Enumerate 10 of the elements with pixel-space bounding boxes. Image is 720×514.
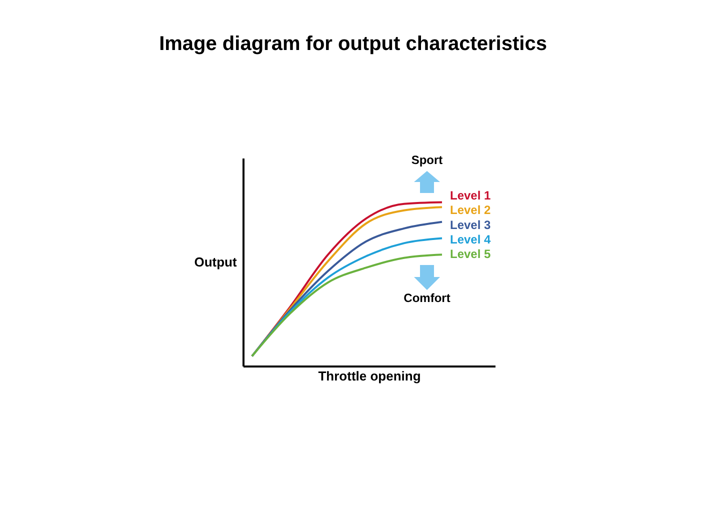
x-axis-title: Throttle opening <box>318 368 421 384</box>
chart-title: Image diagram for output characteristics <box>159 33 547 55</box>
text: Sport <box>411 153 443 167</box>
series-label: Level 5 <box>450 247 492 262</box>
annotation: Comfort <box>404 291 450 305</box>
series-label: Level 3 <box>450 218 492 232</box>
series-label: Level 2 <box>450 203 492 218</box>
series-label: Level 1 <box>450 188 492 203</box>
y-axis-title: Output <box>194 254 238 270</box>
series-label: Level 4 <box>450 232 492 246</box>
